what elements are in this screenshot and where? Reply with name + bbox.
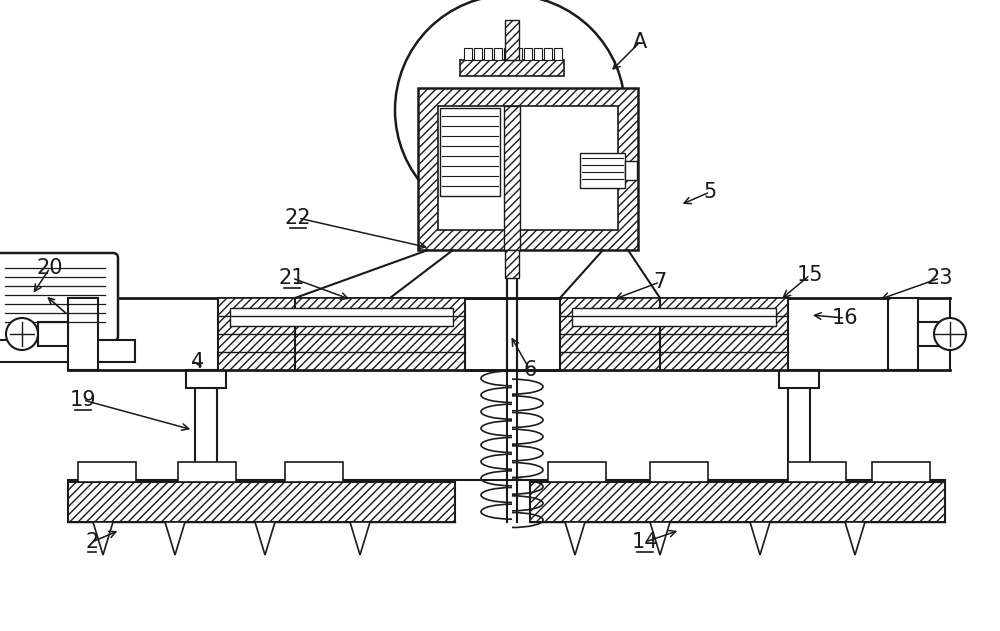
Circle shape xyxy=(934,318,966,350)
Bar xyxy=(68,298,98,370)
Text: 4: 4 xyxy=(191,352,205,372)
Polygon shape xyxy=(650,522,670,555)
Text: 15: 15 xyxy=(797,265,823,285)
Bar xyxy=(554,48,562,60)
Bar xyxy=(0,340,135,362)
Text: 16: 16 xyxy=(832,308,858,328)
Bar xyxy=(918,322,940,346)
Bar xyxy=(544,48,552,60)
Bar xyxy=(464,48,472,60)
Bar xyxy=(872,462,930,482)
Bar xyxy=(474,48,482,60)
Bar xyxy=(524,48,532,60)
Polygon shape xyxy=(350,522,370,555)
Polygon shape xyxy=(165,522,185,555)
Bar xyxy=(285,462,343,482)
Polygon shape xyxy=(750,522,770,555)
Bar xyxy=(68,482,455,522)
Bar xyxy=(218,298,465,370)
Bar xyxy=(560,298,788,370)
Bar xyxy=(418,88,638,250)
Bar xyxy=(548,462,606,482)
Bar xyxy=(779,370,819,388)
Bar xyxy=(440,108,500,196)
Polygon shape xyxy=(255,522,275,555)
Text: 14: 14 xyxy=(632,532,658,552)
Polygon shape xyxy=(845,522,865,555)
Bar xyxy=(186,370,226,388)
Bar xyxy=(504,48,512,60)
FancyBboxPatch shape xyxy=(0,253,118,341)
Bar xyxy=(505,250,519,278)
Bar xyxy=(178,462,236,482)
Bar xyxy=(650,462,708,482)
Bar xyxy=(505,20,519,60)
Text: 19: 19 xyxy=(70,390,96,410)
Bar xyxy=(460,60,564,76)
Bar xyxy=(534,48,542,60)
Text: 21: 21 xyxy=(279,268,305,288)
Text: 7: 7 xyxy=(653,272,667,292)
Circle shape xyxy=(6,318,38,350)
Bar xyxy=(38,322,68,346)
Text: A: A xyxy=(633,32,647,52)
Bar xyxy=(494,48,502,60)
Bar xyxy=(530,482,945,522)
Bar xyxy=(572,308,776,326)
Text: 6: 6 xyxy=(523,360,537,380)
Bar xyxy=(514,48,522,60)
Bar xyxy=(438,106,618,230)
Text: 2: 2 xyxy=(85,532,99,552)
Text: 22: 22 xyxy=(285,208,311,228)
Bar xyxy=(504,106,520,250)
Bar xyxy=(788,462,846,482)
Bar xyxy=(230,308,453,326)
Polygon shape xyxy=(565,522,585,555)
Text: 23: 23 xyxy=(927,268,953,288)
Bar xyxy=(195,378,217,480)
Polygon shape xyxy=(93,522,113,555)
Bar xyxy=(625,161,637,180)
Bar xyxy=(484,48,492,60)
Text: 20: 20 xyxy=(37,258,63,278)
Text: 5: 5 xyxy=(703,182,717,202)
Bar xyxy=(888,298,918,370)
Bar xyxy=(580,153,625,188)
Bar xyxy=(788,378,810,480)
Bar xyxy=(78,462,136,482)
